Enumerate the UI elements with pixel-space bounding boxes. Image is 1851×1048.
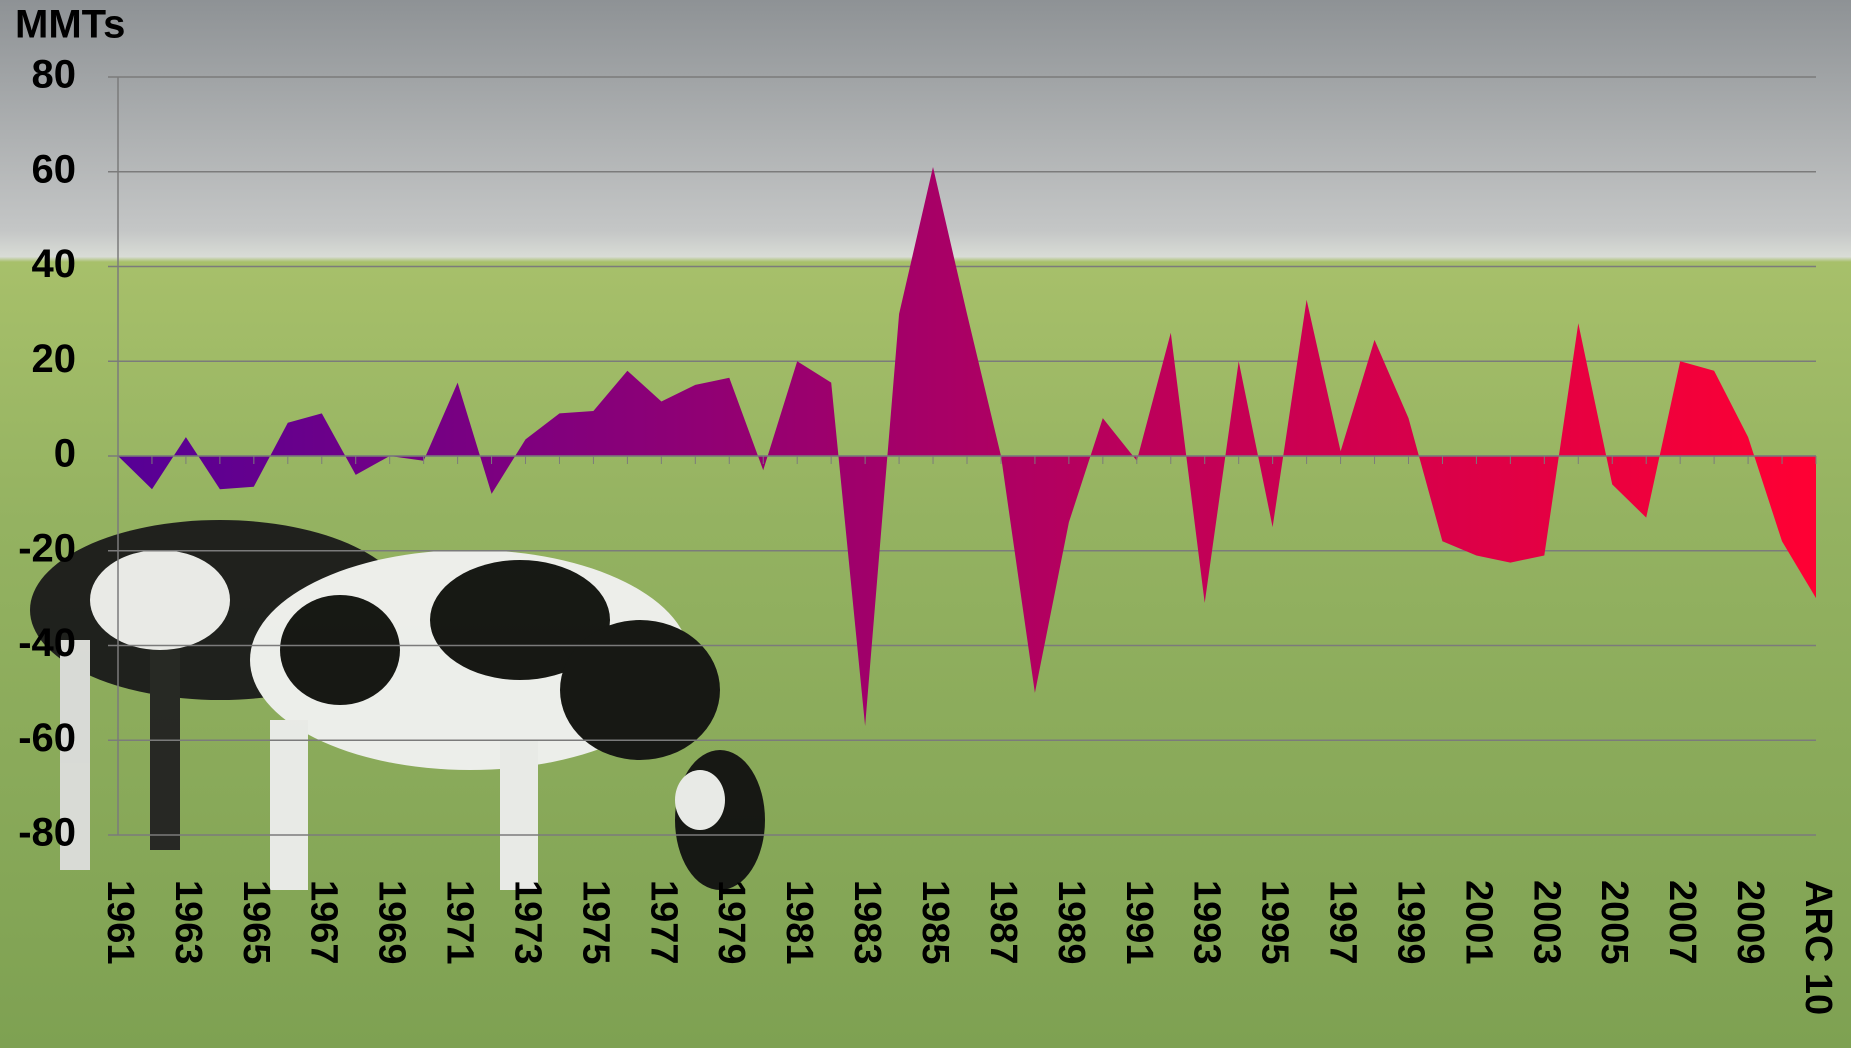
x-tick-label: 1995 xyxy=(1254,880,1296,965)
y-tick-label: 40 xyxy=(32,242,77,286)
area xyxy=(118,167,1816,726)
x-tick-label: 2007 xyxy=(1661,880,1703,965)
x-tick-label: 2003 xyxy=(1525,880,1567,965)
y-tick-label: -60 xyxy=(18,716,76,760)
x-tick-label: 1975 xyxy=(574,880,616,965)
x-tick-label: 1991 xyxy=(1118,880,1160,965)
x-tick-label: 1971 xyxy=(439,880,481,965)
cows xyxy=(30,520,765,890)
x-tick-label: 1961 xyxy=(99,880,141,965)
x-tick-label: 1969 xyxy=(371,880,413,965)
x-tick-label: 1967 xyxy=(303,880,345,965)
x-tick-label: 2001 xyxy=(1457,880,1499,965)
y-tick-label: -80 xyxy=(18,811,76,855)
y-tick-label: 60 xyxy=(32,147,77,191)
x-tick-label: 1965 xyxy=(235,880,277,965)
x-tick-label: ARC 10 xyxy=(1797,880,1839,1015)
x-tick-label: 1989 xyxy=(1050,880,1092,965)
x-tick-label: 1973 xyxy=(506,880,548,965)
x-tick-label: 1993 xyxy=(1186,880,1228,965)
x-tick-label: 1999 xyxy=(1389,880,1431,965)
x-tick-label: 1997 xyxy=(1322,880,1364,965)
x-tick-label: 2005 xyxy=(1593,880,1635,965)
x-tick-label: 1985 xyxy=(914,880,956,965)
x-tick-label: 1981 xyxy=(778,880,820,965)
y-tick-label: 0 xyxy=(54,432,76,476)
x-tick-label: 1983 xyxy=(846,880,888,965)
x-tick-label: 1979 xyxy=(710,880,752,965)
y-axis-label: MMTs xyxy=(15,3,125,47)
x-tick-label: 1977 xyxy=(642,880,684,965)
y-tick-label: -40 xyxy=(18,621,76,665)
y-tick-label: 20 xyxy=(32,337,77,381)
x-tick-label: 1963 xyxy=(167,880,209,965)
y-tick-label: -20 xyxy=(18,526,76,570)
x-tick-label: 1987 xyxy=(982,880,1024,965)
y-tick-label: 80 xyxy=(32,53,77,97)
x-tick-label: 2009 xyxy=(1729,880,1771,965)
